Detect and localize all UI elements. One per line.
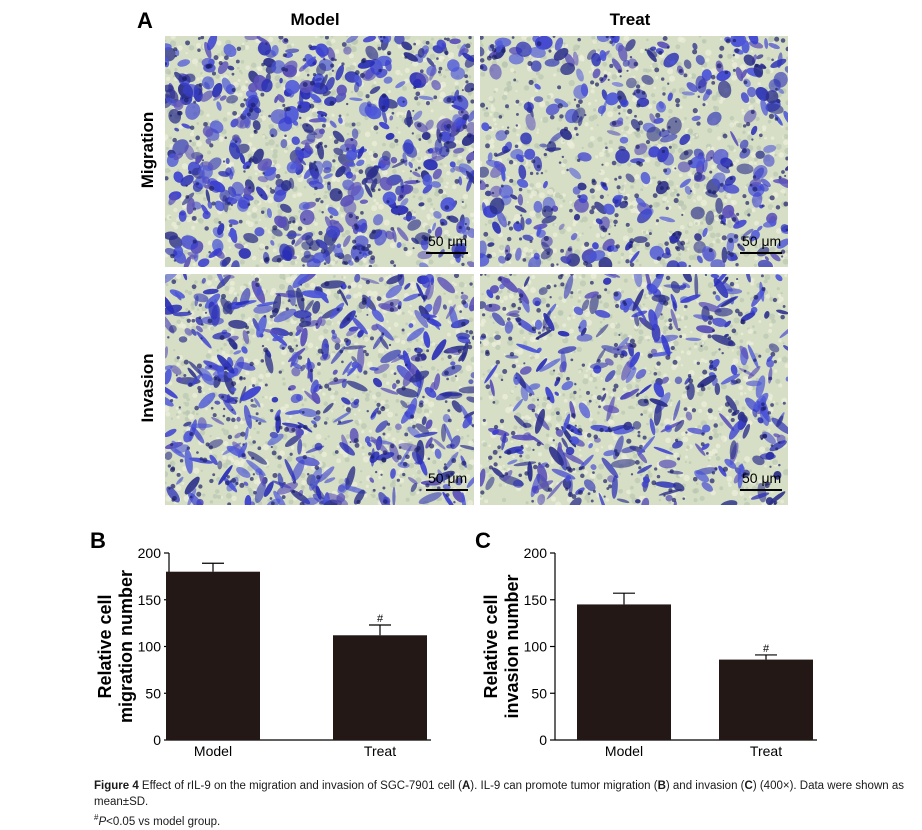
caption-p: P	[98, 816, 106, 828]
y-axis-label-line1: Relative cell	[481, 594, 501, 698]
caption-text: <0.05 vs model group.	[106, 816, 220, 828]
significance-mark: #	[763, 643, 770, 655]
caption-text: ) and invasion (	[666, 780, 745, 792]
y-tick-label: 100	[524, 639, 548, 655]
caption-figure-label: Figure 4	[94, 780, 139, 792]
x-tick-label: Model	[605, 743, 643, 759]
bar	[577, 604, 671, 740]
y-tick-label: 200	[524, 545, 548, 561]
figure-caption: Figure 4 Effect of rIL-9 on the migratio…	[94, 778, 919, 830]
y-tick-label: 0	[539, 732, 547, 748]
y-tick-label: 50	[531, 685, 547, 701]
caption-ref-c: C	[745, 780, 753, 792]
caption-text: Effect of rIL-9 on the migration and inv…	[139, 780, 462, 792]
y-axis-label-line2: invasion number	[502, 574, 522, 718]
caption-ref-b: B	[658, 780, 666, 792]
caption-text: ). IL-9 can promote tumor migration (	[470, 780, 657, 792]
x-tick-label: Treat	[750, 743, 782, 759]
bar	[719, 660, 813, 740]
y-tick-label: 150	[524, 592, 548, 608]
